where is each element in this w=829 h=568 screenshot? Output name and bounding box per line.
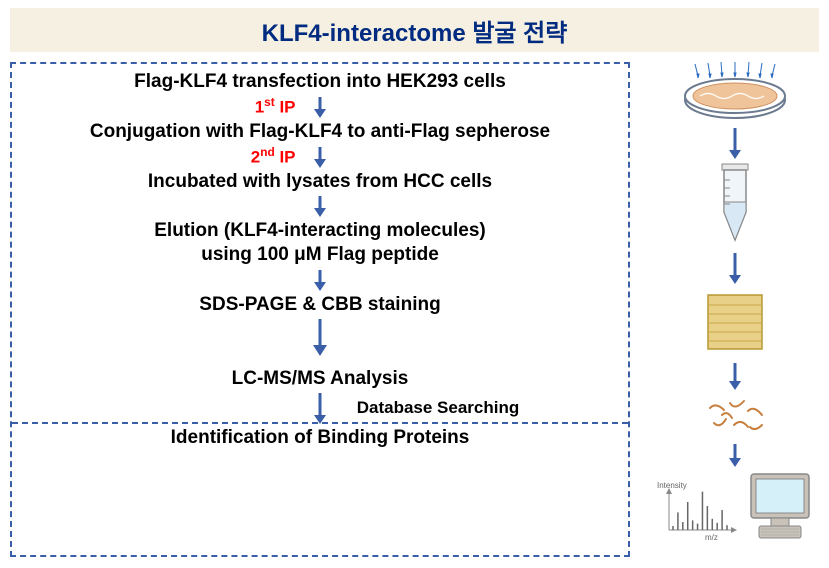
ip1-ord: st xyxy=(264,95,275,109)
flow-column: Flag-KLF4 transfection into HEK293 cells… xyxy=(14,70,626,450)
intensity-label: Intensity xyxy=(657,481,687,490)
tube-icon xyxy=(710,162,760,247)
db-label: Database Searching xyxy=(357,398,520,418)
ip2-num: 2 xyxy=(251,148,260,167)
step-sds: SDS-PAGE & CBB staining xyxy=(14,293,626,317)
step-ident: Identification of Binding Proteins xyxy=(14,426,626,450)
step-transfection: Flag-KLF4 transfection into HEK293 cells xyxy=(14,70,626,94)
page-title: KLF4-interactome 발굴 전략 xyxy=(262,13,568,48)
down-arrow-icon xyxy=(311,145,329,169)
down-arrow-icon xyxy=(727,442,743,468)
down-arrow-icon xyxy=(727,361,743,391)
ip1-suf: IP xyxy=(275,98,296,117)
arrow-6: Database Searching xyxy=(14,390,626,426)
step-lcms: LC-MS/MS Analysis xyxy=(14,367,626,391)
ip2-suf: IP xyxy=(275,148,296,167)
gel-icon xyxy=(700,287,770,357)
down-arrow-icon xyxy=(311,391,329,425)
petri-dish-icon xyxy=(680,62,790,122)
arrow-1: 1st IP xyxy=(14,94,626,120)
down-arrow-icon xyxy=(311,194,329,218)
title-bar: KLF4-interactome 발굴 전략 xyxy=(10,8,819,52)
mass-spectrum-icon: Intensity m/z xyxy=(655,478,739,542)
down-arrow-icon xyxy=(727,126,743,160)
illustration-column: Intensity m/z xyxy=(650,62,820,557)
step-elution-l2: using 100 μM Flag peptide xyxy=(14,243,626,267)
arrow-4 xyxy=(14,267,626,293)
down-arrow-icon xyxy=(310,317,330,357)
analysis-row: Intensity m/z xyxy=(655,470,815,542)
mz-label: m/z xyxy=(705,533,718,542)
arrow-3 xyxy=(14,193,626,219)
arrow-2: 2nd IP xyxy=(14,144,626,170)
monitor-icon xyxy=(745,470,815,542)
down-arrow-icon xyxy=(727,251,743,285)
step-conjugation: Conjugation with Flag-KLF4 to anti-Flag … xyxy=(14,120,626,144)
ip1-label: 1st IP xyxy=(255,95,296,118)
step-incubation: Incubated with lysates from HCC cells xyxy=(14,170,626,194)
ip2-ord: nd xyxy=(260,145,275,159)
down-arrow-icon xyxy=(311,95,329,119)
arrow-5 xyxy=(310,317,330,357)
down-arrow-icon xyxy=(311,268,329,292)
step-elution-l1: Elution (KLF4-interacting molecules) xyxy=(14,219,626,243)
step-elution: Elution (KLF4-interacting molecules) usi… xyxy=(14,219,626,267)
ip2-label: 2nd IP xyxy=(251,145,296,168)
fragments-icon xyxy=(700,393,770,438)
ip1-num: 1 xyxy=(255,98,264,117)
